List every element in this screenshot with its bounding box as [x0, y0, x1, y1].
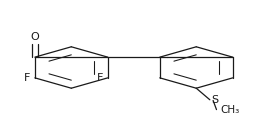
- Text: S: S: [211, 95, 218, 105]
- Text: F: F: [97, 73, 103, 83]
- Text: CH₃: CH₃: [220, 105, 239, 115]
- Text: F: F: [23, 73, 30, 83]
- Text: O: O: [31, 32, 39, 42]
